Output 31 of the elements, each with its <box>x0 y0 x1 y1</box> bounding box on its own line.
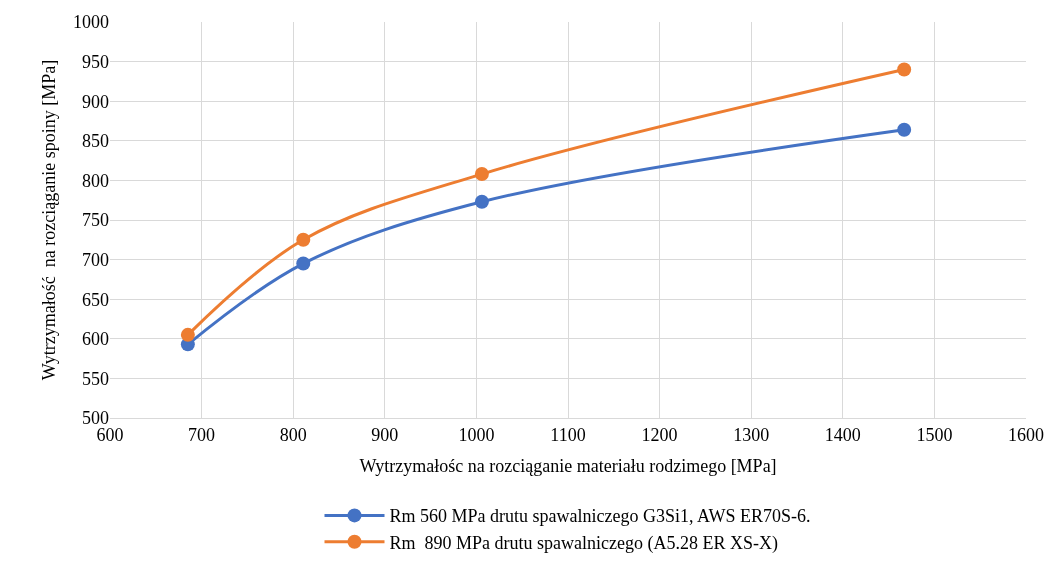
point <box>897 122 912 137</box>
point <box>180 327 195 342</box>
y-tick-label: 700 <box>82 249 109 270</box>
x-tick-label: 700 <box>188 424 216 445</box>
y-tick-label: 750 <box>82 210 109 231</box>
point <box>474 194 489 209</box>
x-tick-label: 1600 <box>1008 424 1044 445</box>
y-tick-label: 850 <box>82 131 109 152</box>
x-tick-label: 900 <box>371 424 399 445</box>
x-tick-label: 1000 <box>458 424 495 445</box>
y-tick-label: 800 <box>82 170 109 191</box>
x-tick-label: 1500 <box>916 424 953 445</box>
point <box>296 232 311 247</box>
point <box>897 62 912 77</box>
x-tick-label: 800 <box>279 424 307 445</box>
x-axis-title: Wytrzymałośc na rozciąganie materiału rodzimego [MPa] <box>359 455 777 476</box>
legend-label: Rm 560 MPa drutu spawalniczego G3Si1, AWS ER70S-6. <box>389 506 811 527</box>
legend-label: Rm 890 MPa drutu spawalniczego (A5.28 ER XS-X) <box>389 532 778 554</box>
x-tick-label: 1300 <box>733 424 770 445</box>
y-tick-label: 650 <box>82 289 109 310</box>
y-tick-label: 900 <box>82 91 109 112</box>
y-tick-label: 600 <box>82 329 109 350</box>
point <box>296 256 311 271</box>
x-tick-label: 1400 <box>824 424 861 445</box>
y-tick-label: 1000 <box>73 12 109 33</box>
x-tick-label: 1100 <box>550 424 586 445</box>
y-tick-label: 950 <box>82 51 109 72</box>
y-axis-title: Wytrzymałość na rozciąganie spoiny [MPa] <box>39 59 60 381</box>
point <box>474 167 489 182</box>
y-tick-label: 550 <box>82 368 109 389</box>
x-tick-label: 1200 <box>641 424 678 445</box>
